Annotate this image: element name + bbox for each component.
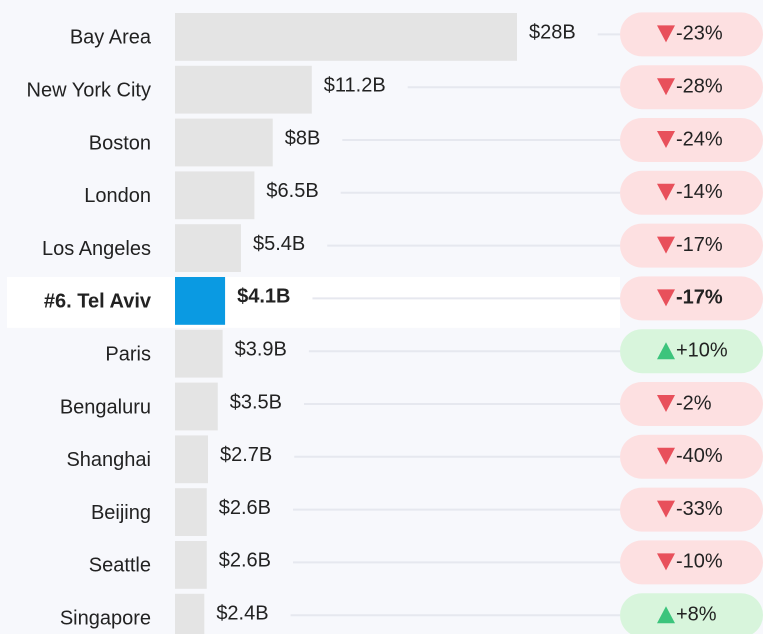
category-label: Beijing [91, 502, 151, 524]
category-label: Paris [105, 343, 151, 365]
change-label: -17% [676, 234, 723, 256]
change-label: -40% [676, 445, 723, 467]
category-label: Seattle [89, 555, 151, 577]
category-label: #6. Tel Aviv [44, 291, 152, 313]
change-badge [620, 382, 763, 426]
change-arrow [657, 131, 675, 148]
bar [175, 382, 218, 431]
change-arrow [657, 25, 675, 43]
change-label: -2% [676, 392, 712, 414]
change-badge [620, 593, 763, 634]
change-badge [620, 65, 763, 110]
change-arrow [657, 447, 675, 465]
value-label: $2.7B [220, 444, 272, 466]
change-label: -23% [676, 23, 723, 45]
bar [175, 593, 205, 634]
change-arrow [657, 342, 675, 360]
change-arrow [657, 395, 675, 412]
change-badge [620, 12, 763, 57]
value-label: $3.5B [230, 391, 282, 413]
bar [175, 541, 207, 589]
change-badge [620, 329, 763, 374]
change-badge [620, 487, 763, 532]
bar [175, 488, 207, 536]
value-label: $8B [285, 127, 321, 149]
value-label: $11.2B [324, 74, 386, 96]
bar [175, 277, 226, 325]
bar [175, 435, 208, 484]
change-arrow [657, 78, 675, 96]
value-label: $28B [529, 22, 576, 44]
value-label: $2.4B [216, 602, 268, 624]
change-badge [620, 434, 763, 479]
change-label: -28% [676, 75, 723, 97]
category-label: Shanghai [66, 449, 151, 471]
change-label: +8% [676, 603, 717, 625]
change-label: -24% [676, 128, 723, 150]
change-label: -17% [676, 287, 723, 309]
bar [175, 65, 312, 114]
value-label: $2.6B [219, 550, 271, 572]
change-arrow [657, 236, 675, 254]
category-label: Los Angeles [42, 238, 151, 260]
change-badge [620, 118, 763, 162]
value-label: $6.5B [266, 180, 318, 202]
value-label: $5.4B [253, 233, 305, 255]
change-badge [620, 170, 763, 215]
change-label: -14% [676, 181, 723, 203]
category-label: Singapore [60, 607, 151, 629]
change-arrow [657, 289, 675, 307]
change-badge [620, 540, 763, 585]
change-badge [620, 276, 763, 321]
change-label: -10% [676, 551, 723, 573]
bar [175, 224, 241, 272]
change-label: -33% [676, 498, 723, 520]
change-badge [620, 223, 763, 268]
value-label: $2.6B [219, 497, 271, 519]
category-label: New York City [27, 79, 152, 101]
change-arrow [657, 183, 675, 201]
value-label: $4.1B [237, 286, 290, 308]
change-arrow [657, 500, 675, 518]
category-label: Bengaluru [60, 396, 151, 418]
change-arrow [657, 606, 675, 624]
bar [175, 118, 273, 167]
category-label: London [84, 185, 151, 207]
change-arrow [657, 553, 675, 571]
bar [175, 329, 223, 378]
change-label: +10% [676, 339, 728, 361]
bar [175, 13, 517, 61]
bar [175, 171, 255, 220]
highlight-row [7, 277, 620, 328]
value-label: $3.9B [235, 338, 287, 360]
category-label: Boston [89, 132, 151, 154]
category-label: Bay Area [70, 27, 152, 49]
